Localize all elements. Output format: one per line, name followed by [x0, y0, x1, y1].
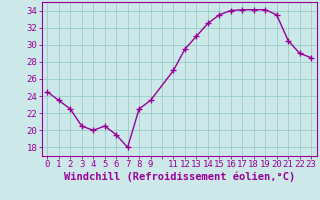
- X-axis label: Windchill (Refroidissement éolien,°C): Windchill (Refroidissement éolien,°C): [64, 172, 295, 182]
